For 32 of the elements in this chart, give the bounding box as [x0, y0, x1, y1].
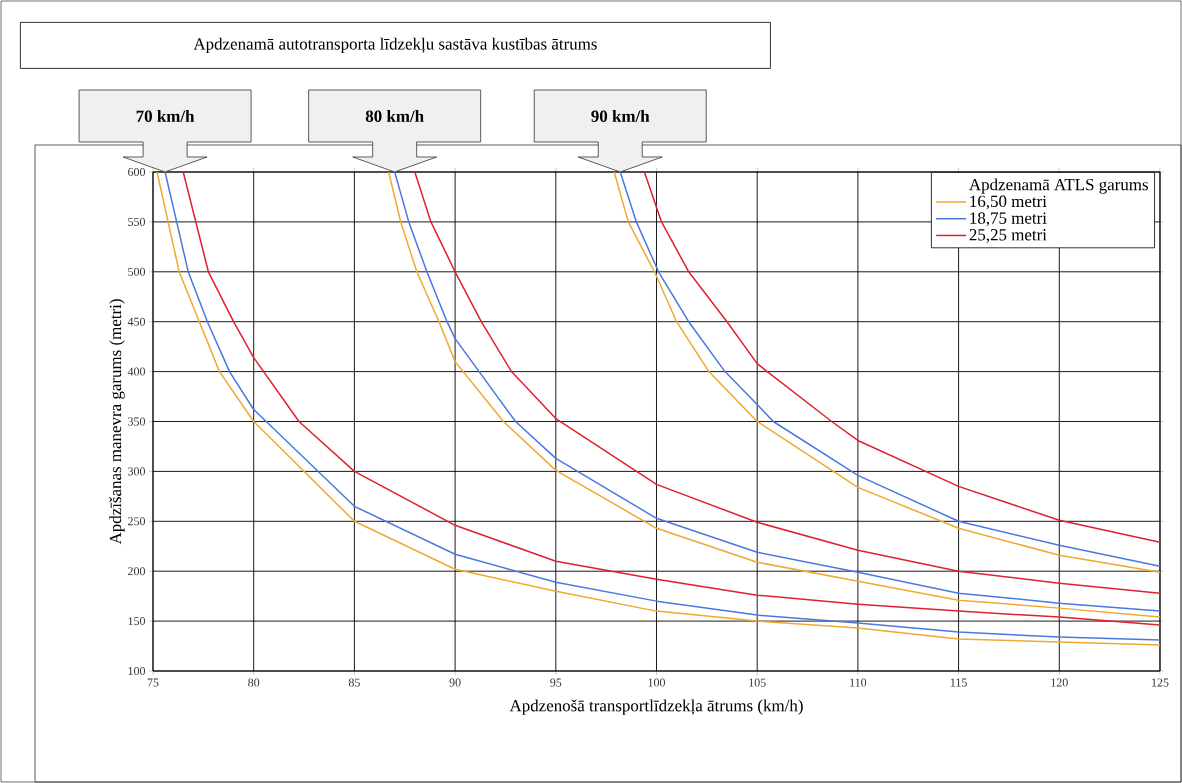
x-tick-label: 120	[1051, 678, 1068, 687]
chart-title: Apdzenamā autotransporta līdzekļu sastāva kustības ātrums	[193, 37, 597, 54]
y-axis-title: Apdzīšanas manevra garums (metri)	[109, 299, 125, 545]
y-tick-label: 550	[128, 217, 146, 226]
x-axis-title: Apdzenošā transportlīdzekļa ātrums (km/h)	[509, 699, 803, 715]
y-tick-label: 350	[128, 417, 146, 426]
annotation: 90 km/h	[591, 110, 650, 122]
x-tick-label: 100	[648, 678, 665, 687]
x-tick-label: 110	[850, 678, 867, 687]
y-tick-label: 100	[128, 666, 146, 676]
x-tick-label: 75	[147, 678, 159, 687]
legend-label: 18,75 metri	[970, 212, 1047, 227]
x-tick-label: 90	[449, 678, 461, 687]
y-tick-label: 500	[128, 267, 146, 276]
legend-title: Apdzenamā ATLS garums	[969, 178, 1148, 194]
y-tick-label: 150	[128, 617, 146, 626]
y-tick-label: 200	[128, 567, 146, 576]
y-tick-label: 300	[128, 467, 146, 476]
x-tick-label: 115	[950, 678, 967, 687]
x-tick-label: 105	[749, 678, 766, 687]
y-tick-label: 600	[128, 167, 146, 177]
legend-label: 16,50 metri	[970, 195, 1047, 210]
y-tick-label: 250	[128, 517, 146, 526]
annotation: 80 km/h	[365, 110, 424, 122]
x-tick-label: 95	[550, 678, 562, 687]
x-tick-label: 80	[248, 678, 260, 687]
y-tick-label: 400	[127, 367, 146, 376]
x-tick-label: 85	[348, 678, 360, 687]
annotation: 70 km/h	[136, 110, 195, 122]
y-tick-label: 450	[127, 317, 146, 326]
legend-label: 25,25 metri	[969, 229, 1047, 243]
x-tick-label: 125	[1152, 678, 1169, 687]
